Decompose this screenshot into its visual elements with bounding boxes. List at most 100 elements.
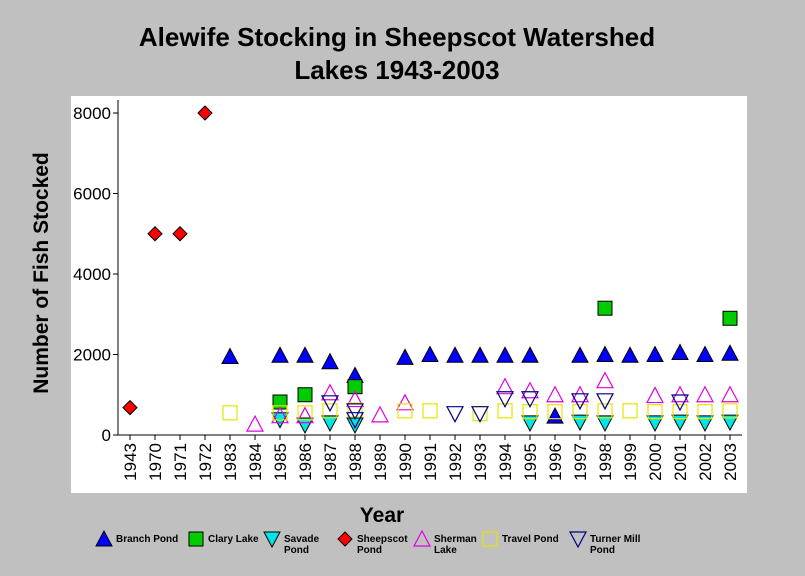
data-point-series-4 (696, 385, 714, 403)
data-point-series-2 (596, 415, 614, 432)
legend-marker (95, 529, 113, 547)
legend-label: Turner Mill (590, 534, 641, 545)
x-tick-label: 1983 (221, 443, 240, 481)
data-point-series-2 (696, 415, 714, 432)
legend-marker (569, 531, 587, 549)
x-tick-label: 1991 (421, 443, 440, 481)
x-tick-label: 1970 (146, 443, 165, 481)
data-point-series-5 (397, 403, 413, 419)
x-tick-label: 1995 (521, 443, 540, 481)
data-point-series-1 (597, 300, 613, 316)
data-point-series-4 (371, 405, 389, 423)
legend-label: Pond (284, 545, 309, 556)
data-point-series-5 (222, 405, 238, 421)
axes: 0 2000 4000 6000 8000 1943 1970 1971 1972 1983 198… (73, 100, 742, 481)
chart-title-line-2: Lakes 1943-2003 (294, 55, 499, 85)
data-point-series-1 (722, 310, 738, 326)
x-tick-label: 2003 (721, 443, 740, 481)
data-point-series-5 (622, 403, 638, 419)
data-point-series-4 (646, 386, 664, 404)
data-point-series-0 (521, 346, 539, 363)
data-point-series-6 (596, 393, 614, 411)
x-tick-label: 1999 (621, 443, 640, 481)
data-point-series-2 (521, 415, 539, 432)
data-point-series-0 (421, 345, 439, 362)
y-tick-label: 2000 (73, 346, 111, 365)
legend-label: Sherman (434, 534, 477, 545)
x-tick-label: 1943 (121, 443, 140, 481)
data-point-series-0 (296, 346, 314, 363)
data-point-series-0 (671, 343, 689, 360)
data-point-series-5 (647, 404, 663, 420)
data-point-series-5 (697, 404, 713, 420)
chart-title-line-1: Alewife Stocking in Sheepscot Watershed (139, 22, 655, 52)
data-point-series-5 (322, 403, 338, 419)
data-point-series-0 (696, 345, 714, 362)
plot-area (71, 96, 747, 493)
y-tick-label: 8000 (73, 104, 111, 123)
x-tick-label: 2000 (646, 443, 665, 481)
data-point-series-2 (721, 414, 739, 432)
data-point-series-5 (522, 404, 538, 420)
legend-label: Branch Pond (116, 534, 178, 545)
legend-marker (263, 531, 281, 549)
data-point-series-6 (346, 412, 364, 429)
data-point-series-2 (646, 415, 664, 432)
data-point-series-4 (671, 385, 689, 403)
y-axis-title: Number of Fish Stocked (30, 152, 53, 394)
data-point-series-5 (572, 404, 588, 420)
data-point-series-3 (197, 105, 213, 121)
data-point-series-6 (446, 406, 464, 423)
data-point-series-0 (446, 346, 464, 363)
x-tick-label: 1990 (396, 443, 415, 481)
x-tick-label: 1993 (471, 443, 490, 481)
data-points (122, 105, 739, 434)
x-tick-label: 1996 (546, 443, 565, 481)
legend-label: Lake (434, 545, 457, 556)
data-point-series-5 (597, 403, 613, 419)
data-point-series-4 (496, 377, 514, 395)
data-point-series-0 (571, 346, 589, 363)
data-point-series-1 (297, 387, 313, 403)
legend-label: Pond (590, 545, 615, 556)
legend-label: Sheepscot (357, 534, 408, 545)
legend: Branch Pond Clary Lake SavadePondSheepscot… (95, 529, 641, 556)
data-point-series-0 (396, 348, 414, 365)
y-tick-label: 6000 (73, 185, 111, 204)
data-point-series-0 (621, 346, 639, 363)
data-point-series-5 (272, 405, 288, 421)
data-point-series-0 (496, 346, 514, 363)
x-tick-label: 1972 (196, 443, 215, 481)
data-point-series-4 (321, 383, 339, 401)
legend-marker (188, 531, 204, 547)
data-point-series-5 (297, 405, 313, 421)
legend-label: Travel Pond (502, 534, 559, 545)
legend-label: Savade (284, 534, 319, 545)
y-tick-label: 4000 (73, 265, 111, 284)
data-point-series-6 (521, 391, 539, 409)
y-tick-label: 0 (102, 426, 111, 445)
x-tick-label: 1994 (496, 443, 515, 481)
data-point-series-4 (346, 390, 364, 408)
data-point-series-0 (321, 352, 339, 370)
x-tick-label: 1971 (171, 443, 190, 481)
x-tick-label: 1984 (246, 443, 265, 481)
legend-marker (482, 531, 498, 547)
data-point-series-6 (321, 395, 339, 413)
data-point-series-0 (221, 347, 239, 365)
x-tick-label: 1986 (296, 443, 315, 481)
data-point-series-5 (547, 404, 563, 420)
data-point-series-4 (246, 414, 264, 432)
data-point-series-4 (296, 406, 314, 424)
x-tick-label: 2001 (671, 443, 690, 481)
data-point-series-5 (672, 404, 688, 420)
data-point-series-0 (546, 407, 564, 424)
legend-marker (413, 529, 431, 547)
legend-label: Clary Lake (208, 534, 259, 545)
x-tick-label: 1992 (446, 443, 465, 481)
data-point-series-5 (722, 403, 738, 419)
x-tick-label: 1988 (346, 443, 365, 481)
data-point-series-6 (496, 391, 514, 409)
data-point-series-4 (271, 406, 289, 424)
